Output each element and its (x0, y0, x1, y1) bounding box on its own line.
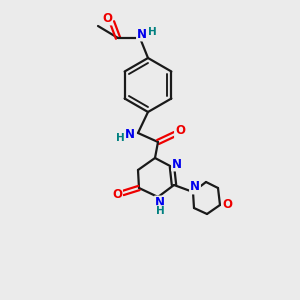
Text: O: O (222, 197, 232, 211)
Text: N: N (155, 196, 165, 209)
Text: H: H (148, 27, 156, 37)
Text: H: H (156, 206, 164, 216)
Text: O: O (112, 188, 122, 202)
Text: H: H (116, 133, 124, 143)
Text: N: N (125, 128, 135, 142)
Text: N: N (137, 28, 147, 40)
Text: O: O (102, 11, 112, 25)
Text: O: O (175, 124, 185, 137)
Text: N: N (172, 158, 182, 170)
Text: N: N (190, 181, 200, 194)
